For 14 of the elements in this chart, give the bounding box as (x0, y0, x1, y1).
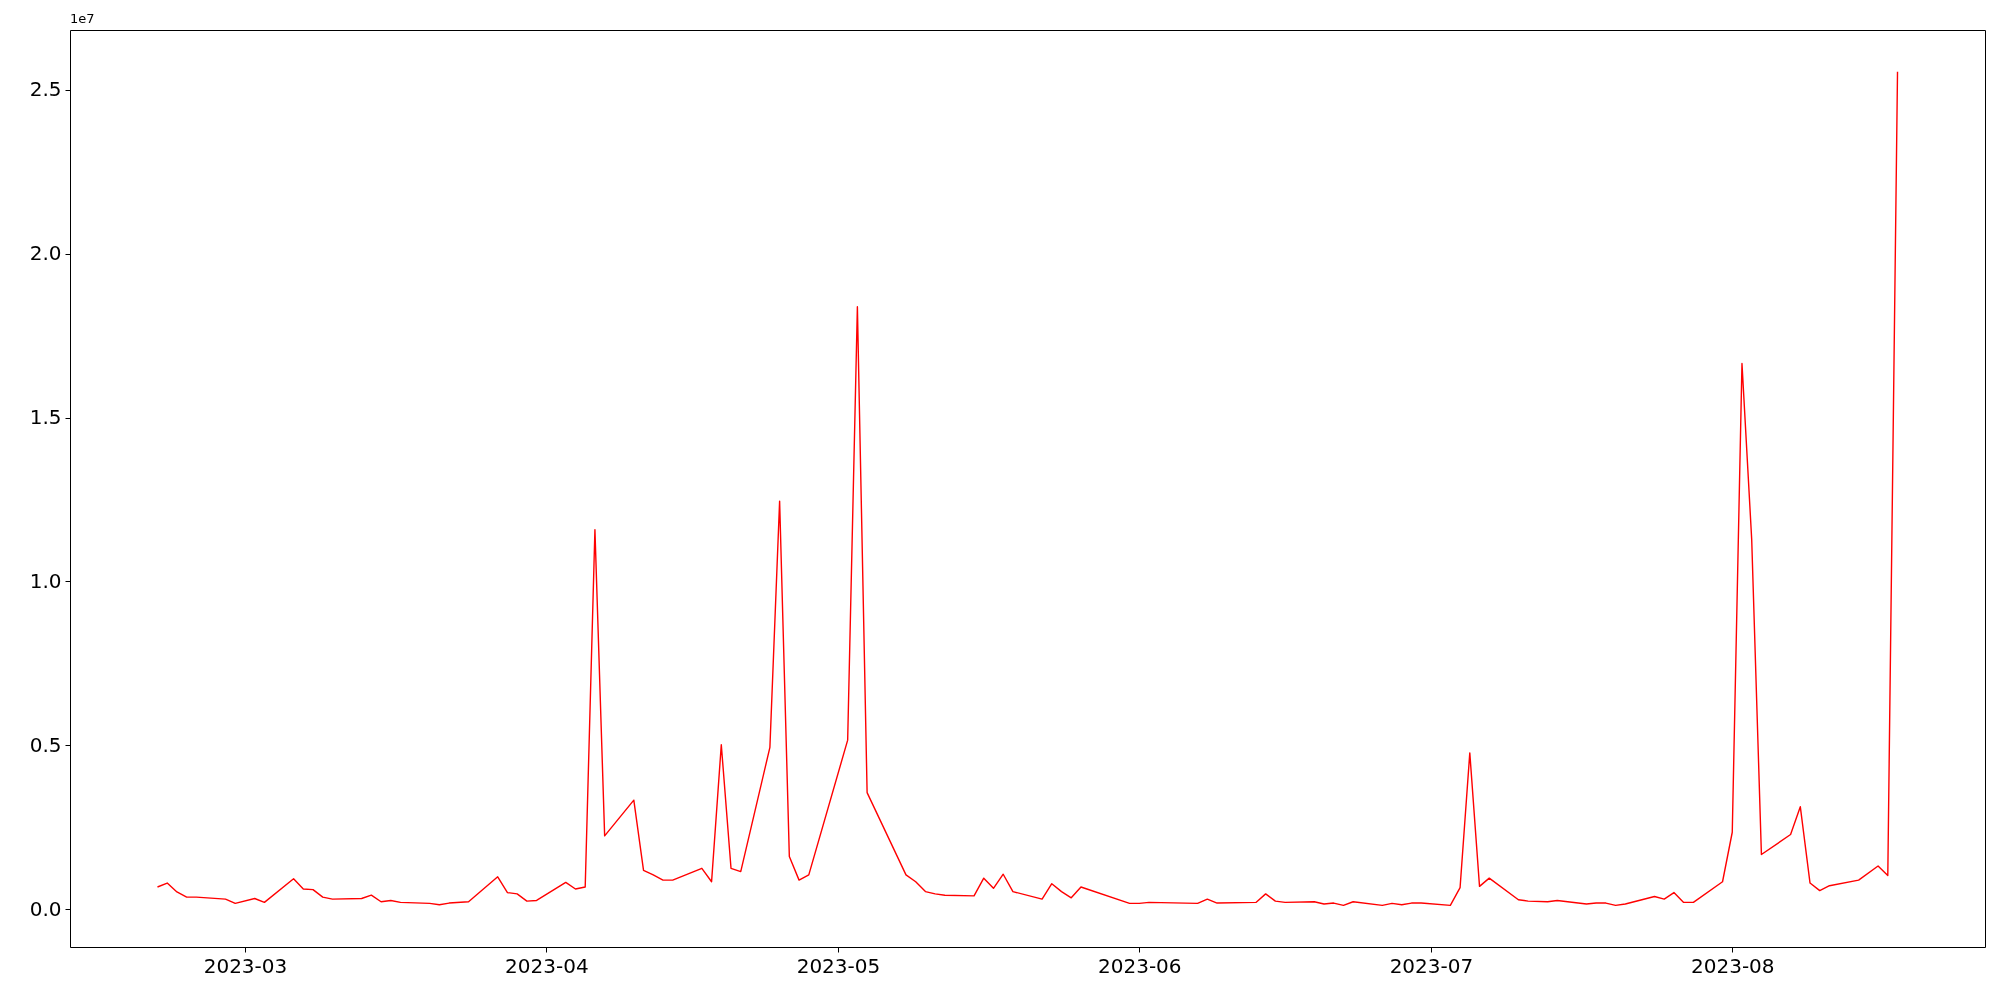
x-tick-label: 2023-03 (203, 953, 288, 978)
text: 1e7 (70, 11, 95, 26)
x-tick-label: 2023-08 (1690, 953, 1775, 978)
x-tick-label: 2023-04 (505, 953, 589, 978)
y-tick-label: 2.5 (29, 77, 62, 102)
x-tick-label: 2023-05 (796, 953, 881, 978)
y-tick-label: 2.0 (29, 241, 62, 266)
y-tick-label: 0.0 (29, 896, 62, 921)
y-tick-label: 0.5 (29, 732, 62, 757)
y-tick-label: 1.0 (29, 568, 62, 593)
x-tick-label: 2023-06 (1098, 953, 1182, 978)
line-series (156, 70, 1899, 907)
x-tick-label: 2023-07 (1389, 953, 1474, 978)
y-tick-label: 1.5 (29, 405, 62, 430)
